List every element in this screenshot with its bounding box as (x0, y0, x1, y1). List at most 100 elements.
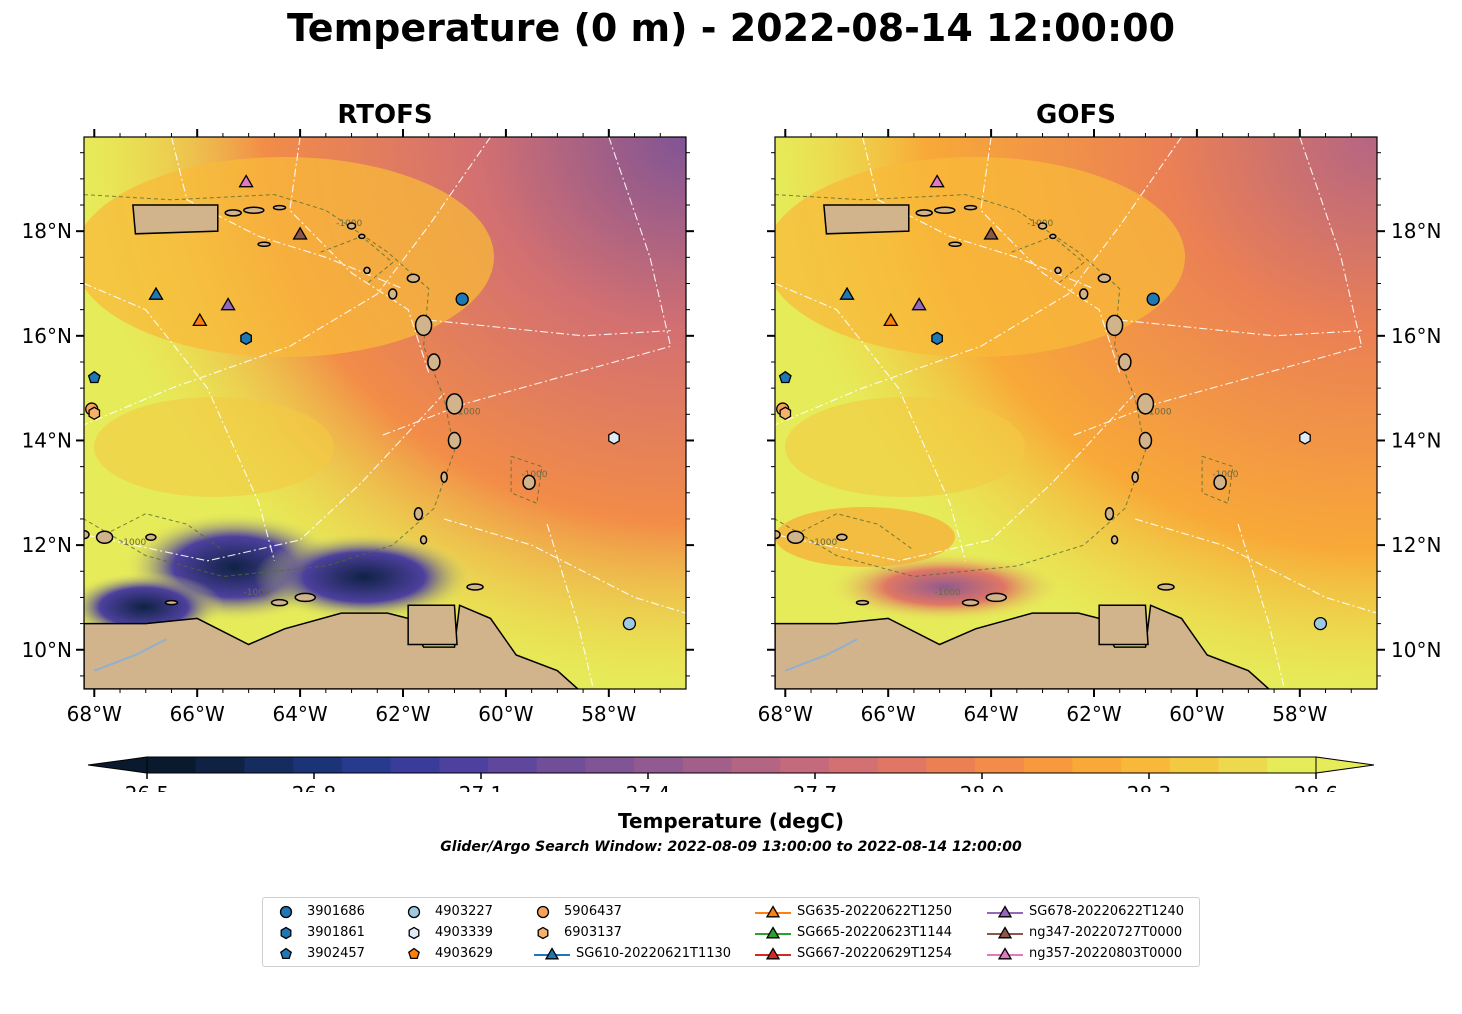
legend-label: 5906437 (564, 904, 622, 919)
eez-boundary (382, 137, 672, 436)
marker-6903137 (88, 406, 101, 421)
isobath-1000m (1011, 235, 1085, 284)
land-island (95, 530, 114, 545)
land-island (466, 583, 484, 591)
lon-label: 68°W (67, 702, 122, 726)
legend-marker (408, 947, 420, 960)
legend-label: SG610-20220621T1130 (576, 946, 732, 961)
eez-boundary (1119, 319, 1362, 337)
land-island (427, 353, 441, 371)
colorbar-segment (195, 757, 245, 773)
eez-boundary (546, 524, 594, 689)
lat-label: 18°N (22, 219, 72, 243)
colorbar-extend-high (1315, 756, 1375, 774)
lon-label: 68°W (758, 702, 813, 726)
sst-patch (785, 397, 1025, 497)
colorbar-tick-label: 26.8 (292, 782, 337, 792)
eez-boundary (1237, 524, 1285, 689)
legend: 3901686 3901861 3902457 4903227 4903339 49036… (262, 897, 1200, 967)
land-island (294, 592, 316, 603)
marker-SG678-20220622T1240 (220, 297, 236, 311)
marker-3902457 (87, 370, 101, 384)
land-island (447, 431, 462, 450)
marker-SG678-20220622T1240 (911, 297, 927, 311)
isobath-label: -1000 (935, 588, 961, 598)
lon-label: 66°W (170, 702, 225, 726)
isobath-label: -1000 (454, 407, 480, 417)
figure-title: Temperature (0 m) - 2022-08-14 12:00:00 (286, 6, 1176, 50)
land-island (1054, 266, 1062, 275)
colorbar-segment (731, 757, 781, 773)
marker-4903227 (1313, 616, 1328, 631)
lon-label: 58°W (1272, 702, 1327, 726)
legend-marker (755, 905, 791, 918)
colorbar-segment (877, 757, 927, 773)
legend-label: 3901686 (307, 904, 365, 919)
legend-symbol (537, 926, 549, 940)
colorbar-segment (1023, 757, 1074, 773)
colorbar-extend-low (87, 756, 148, 774)
colorbar-segment (1072, 757, 1122, 773)
colorbar: 26.5 26.8 27.1 27.4 27.7 28.0 28.3 28.6 (87, 756, 1375, 792)
legend-marker (755, 926, 791, 939)
legend-marker (280, 926, 292, 940)
marker-SG635-20220622T1250 (192, 312, 208, 327)
isobath-label: -1000 (1145, 407, 1171, 417)
marker-6903137 (779, 406, 792, 421)
legend-symbol (408, 926, 420, 940)
land-island (145, 533, 157, 542)
colorbar-segment (439, 757, 489, 773)
land-island (84, 529, 90, 540)
colorbar-segment (147, 757, 197, 773)
land-island (358, 233, 366, 240)
land-island (934, 206, 956, 215)
legend-symbol (765, 905, 781, 918)
land-island (406, 273, 421, 284)
land-island (836, 533, 848, 542)
lon-label: 60°W (478, 702, 533, 726)
colorbar-segment (1169, 757, 1220, 773)
isobath-label: -1000 (1212, 470, 1238, 480)
eez-boundary (289, 137, 430, 373)
land-island (346, 222, 357, 230)
marker-SG610-20220621T1130 (148, 286, 164, 300)
isobath-label: -1000 (120, 538, 146, 548)
legend-symbol (997, 947, 1013, 960)
eez-boundary (84, 137, 491, 426)
land-island (1138, 431, 1153, 450)
eez-boundary (444, 518, 686, 614)
marker-SG635-20220622T1250 (883, 312, 899, 327)
cool-patch (825, 552, 1065, 622)
eez-boundary (1073, 137, 1363, 436)
map-frame (774, 136, 1378, 690)
lat-label: 18°N (1391, 219, 1441, 243)
lat-label: 10°N (22, 638, 72, 662)
isobath-1000m (795, 513, 915, 551)
legend-label: ng357-20220803T0000 (1029, 946, 1183, 961)
land-island (224, 209, 242, 217)
marker-SG610-20220621T1130 (839, 286, 855, 300)
legend-marker (537, 926, 549, 940)
land-trinidad (407, 604, 458, 646)
marker-3901861 (931, 331, 943, 346)
land-island (1104, 506, 1115, 521)
lat-label: 14°N (1391, 428, 1441, 452)
legend-marker (987, 947, 1023, 960)
land-island (387, 288, 398, 300)
colorbar-tick-label: 28.6 (1294, 782, 1339, 792)
legend-label: SG665-20220623T1144 (797, 925, 953, 940)
land-island (1136, 393, 1155, 415)
marker-ng347-20220727T0000 (292, 226, 308, 240)
colorbar-tick-label: 27.4 (626, 782, 671, 792)
land-island (855, 599, 870, 606)
colorbar-segment (341, 757, 392, 773)
colorbar-segment (1121, 757, 1171, 773)
lat-label: 16°N (1391, 324, 1441, 348)
colorbar-label: Temperature (degC) (618, 809, 844, 833)
colorbar-tick-label: 27.7 (793, 782, 838, 792)
land-island (440, 471, 448, 483)
map-frame (83, 136, 687, 690)
lon-label: 60°W (1169, 702, 1224, 726)
lon-label: 66°W (861, 702, 916, 726)
legend-label: 6903137 (564, 925, 622, 940)
